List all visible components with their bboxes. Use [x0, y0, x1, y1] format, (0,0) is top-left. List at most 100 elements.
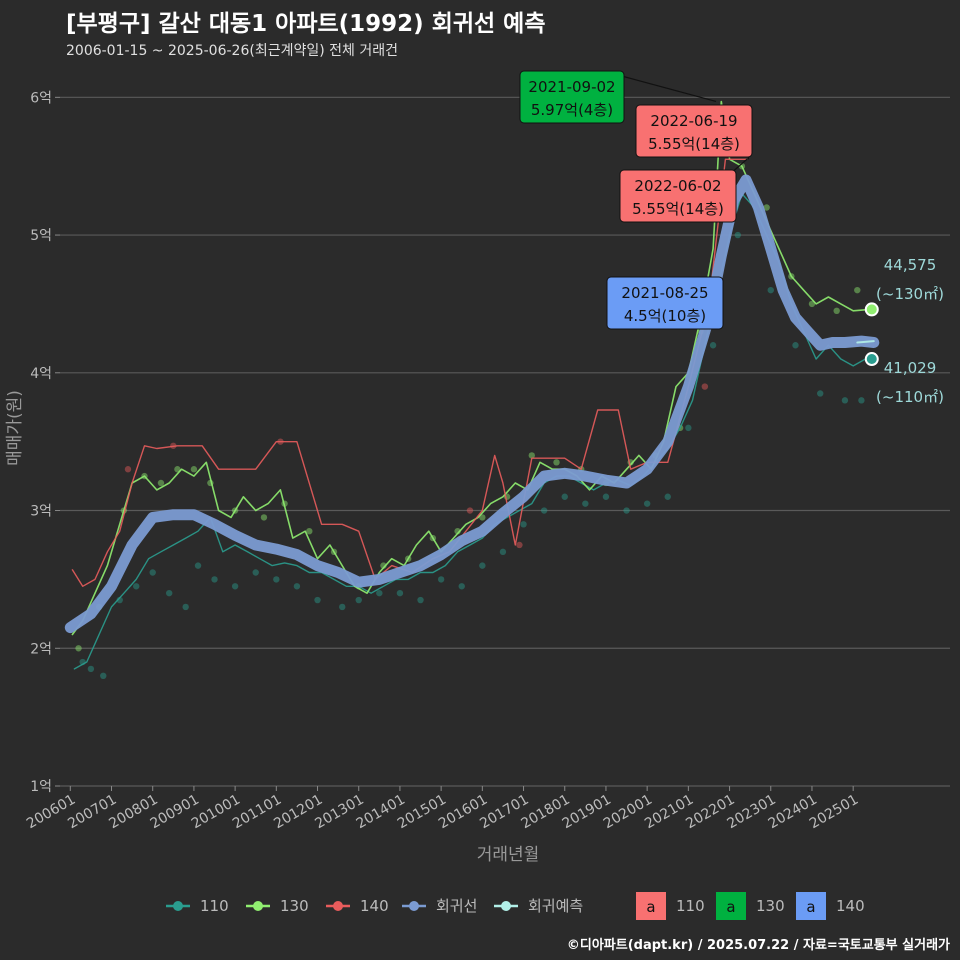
legend-box-swatch [716, 892, 746, 920]
annotations: 2021-09-02 5.97억(4층) 2022-06-19 5.55억(14층) 2… [519, 70, 753, 330]
y-axis-ticks: 1억 2억 3억 4억 5억 6억 [30, 90, 60, 795]
y-axis-label: 매매가(원) [5, 390, 25, 466]
annotation-box [606, 276, 724, 330]
scatter-point [174, 466, 181, 473]
legend-box-label: 110 [676, 897, 705, 915]
scatter-point [339, 603, 346, 611]
scatter-point [808, 300, 816, 308]
scatter-point [182, 603, 189, 611]
y-tick-label: 5억 [30, 228, 52, 244]
annotation-value: 5.97억(4층) [531, 101, 613, 119]
legend-box-label: 140 [836, 897, 865, 915]
scatter-point [858, 397, 865, 404]
legend-label: 110 [200, 897, 229, 915]
scatter-point [458, 583, 465, 590]
legend-box-glyph: a [726, 898, 735, 916]
legend-label: 140 [360, 897, 389, 915]
annotation-date: 2021-08-25 [621, 284, 708, 302]
scatter-point [190, 466, 198, 473]
scatter-point [664, 493, 671, 500]
scatter-point [817, 390, 824, 397]
scatter-point [355, 596, 362, 604]
annotation-date: 2022-06-02 [634, 177, 721, 195]
scatter-point [553, 459, 560, 466]
scatter-point [709, 342, 717, 349]
legend-box-label: 130 [756, 897, 785, 915]
scatter-points [75, 149, 865, 680]
scatter-point [833, 307, 840, 315]
scatter-point [273, 576, 280, 583]
y-tick-label: 3억 [30, 504, 52, 520]
legend-box-swatch [636, 892, 666, 920]
scatter-point [417, 596, 424, 604]
scatter-point [396, 589, 404, 597]
scatter-point [734, 231, 742, 239]
x-axis-ticks: 2006012007012008012009012010012011012012… [24, 786, 861, 832]
scatter-point [643, 500, 651, 507]
scatter-point [763, 204, 770, 211]
scatter-point [437, 576, 445, 583]
legend-dot-swatch [409, 901, 419, 911]
scatter-point [479, 562, 486, 569]
legend-label: 회귀예측 [528, 897, 583, 915]
scatter-point [194, 562, 202, 569]
annotation-date: 2021-09-02 [528, 78, 615, 96]
legend-box-swatch [796, 892, 826, 920]
chart-title: [부평구] 갈산 대동1 아파트(1992) 회귀선 예측 [66, 11, 546, 37]
legend-label: 회귀선 [436, 897, 477, 915]
scatter-point [260, 514, 268, 521]
scatter-point [854, 286, 861, 294]
annotation-value: 5.55억(14층) [632, 200, 724, 218]
end-price: 41,029 [884, 359, 937, 377]
end-area: (~110㎡) [876, 388, 944, 406]
scatter-point [841, 397, 849, 404]
scatter-point [306, 527, 313, 535]
scatter-point [75, 645, 82, 652]
annotation-value: 5.55억(14층) [648, 135, 740, 153]
series-line-s130 [71, 100, 871, 636]
scatter-point [582, 500, 589, 507]
scatter-point [516, 541, 523, 549]
scatter-point [100, 672, 107, 680]
scatter-point [211, 576, 218, 583]
x-axis-label: 거래년월 [477, 845, 540, 865]
annotation-leader [617, 74, 717, 103]
end-marker [864, 352, 879, 367]
scatter-point [540, 507, 548, 514]
scatter-point [466, 507, 474, 514]
scatter-point [116, 596, 123, 604]
scatter-point [165, 589, 173, 597]
legend-dot-swatch [253, 901, 263, 911]
annotation-box [519, 70, 625, 124]
y-tick-label: 4억 [30, 366, 52, 382]
y-tick-label: 6억 [30, 90, 52, 106]
scatter-point [252, 569, 259, 576]
annotation-box [619, 169, 737, 223]
scatter-point [499, 548, 507, 556]
scatter-point [157, 479, 165, 487]
scatter-point [231, 583, 239, 590]
series-lines [64, 100, 880, 670]
legend-label: 130 [280, 897, 309, 915]
scatter-point [767, 286, 774, 294]
series-line-forecast [856, 340, 875, 344]
y-tick-label: 2억 [30, 641, 52, 657]
scatter-point [685, 424, 692, 432]
legend-dot-swatch [333, 901, 343, 911]
scatter-point [479, 514, 486, 521]
end-area: (~130㎡) [876, 285, 944, 303]
annotation-box [635, 104, 753, 158]
end-price: 44,575 [884, 256, 937, 274]
y-tick-label: 1억 [30, 779, 52, 795]
legend-box-glyph: a [806, 898, 815, 916]
scatter-point [87, 665, 95, 673]
end-marker [864, 302, 879, 317]
scatter-point [133, 583, 140, 590]
scatter-point [520, 521, 527, 528]
scatter-point [623, 507, 630, 514]
scatter-point [701, 383, 709, 390]
scatter-point [561, 493, 568, 500]
scatter-point [293, 583, 301, 590]
